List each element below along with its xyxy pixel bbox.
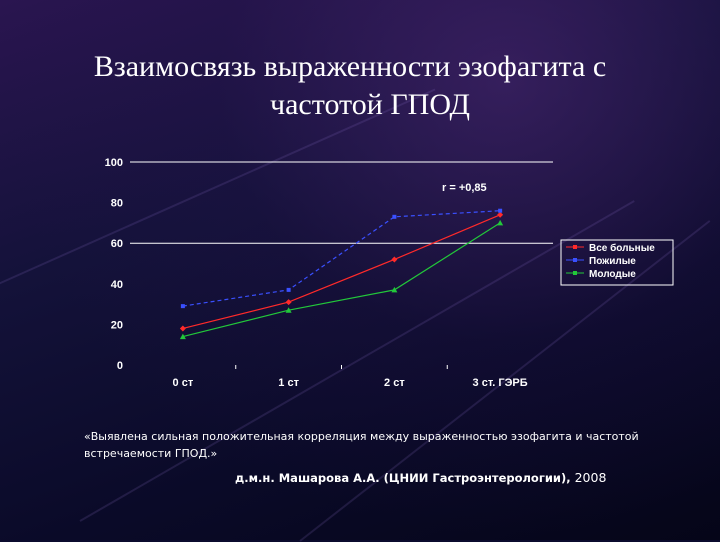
data-point — [498, 208, 503, 213]
data-point — [497, 219, 504, 226]
data-point — [179, 325, 186, 332]
data-point — [285, 307, 292, 313]
series-line — [182, 214, 501, 330]
data-point — [392, 214, 397, 219]
data-point — [179, 333, 186, 340]
slide-title: Взаимосвязь выраженности эзофагита с час… — [0, 48, 700, 124]
x-tick-label: 3 ст. ГЭРБ — [473, 377, 528, 389]
citation-year: 2008 — [574, 470, 607, 485]
legend-box — [560, 239, 674, 286]
slide-title-line-1: Взаимосвязь выраженности эзофагита с — [93, 50, 607, 83]
series-line — [182, 222, 501, 338]
y-tick-label: 100 — [105, 157, 123, 169]
data-point — [285, 299, 292, 306]
x-tick-label: 1 ст — [278, 377, 299, 389]
data-point — [497, 211, 504, 218]
y-tick-label: 80 — [111, 198, 123, 210]
y-tick-label: 0 — [117, 360, 123, 372]
legend-swatch-marker — [573, 271, 577, 275]
correlation-annotation: r = +0,85 — [442, 182, 487, 194]
chart-axes: 0 20 40 60 80 100 0 ст 1 ст 2 ст 3 ст. ГЭРБ — [105, 157, 553, 389]
author-citation: д.м.н. Машарова А.А. (ЦНИИ Гастроэнтерол… — [235, 470, 606, 485]
legend-label: Молодые — [589, 269, 636, 280]
quote-text: «Выявлена сильная положительная корреляц… — [84, 430, 639, 460]
x-tick-label: 2 ст — [384, 377, 405, 389]
x-tick-label: 0 ст — [173, 377, 194, 389]
data-point — [180, 304, 185, 309]
data-point — [286, 287, 291, 292]
chart-legend: Все больные Пожилые Молодые — [560, 239, 674, 286]
slide-title-line-2: частотой ГПОД — [270, 88, 470, 121]
data-point — [391, 286, 398, 293]
y-tick-label: 40 — [111, 279, 123, 291]
y-tick-label: 60 — [111, 238, 123, 250]
legend-swatch-marker — [573, 258, 577, 262]
legend-label: Все больные — [589, 242, 655, 254]
legend-swatch-marker — [573, 245, 577, 249]
data-point — [391, 256, 398, 263]
author-name: д.м.н. Машарова А.А. (ЦНИИ Гастроэнтерол… — [235, 471, 571, 485]
chart-series — [179, 208, 504, 340]
series-line — [182, 210, 501, 307]
y-tick-label: 20 — [111, 319, 123, 331]
legend-label: Пожилые — [589, 256, 636, 267]
